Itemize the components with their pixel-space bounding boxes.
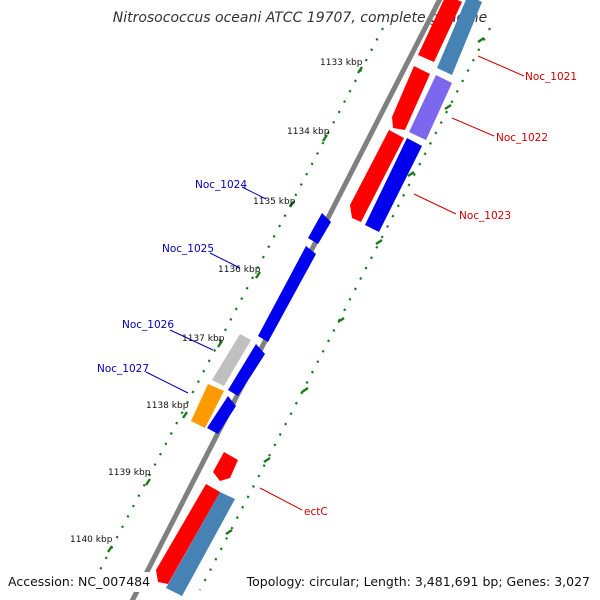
cds-blue-noc1025: [258, 246, 316, 342]
gene-label-noc1027: Noc_1027: [97, 363, 149, 375]
cds-orange-noc1027: [191, 384, 224, 428]
outer-tick-1135: [289, 200, 295, 208]
cds-gray-noc1026: [212, 334, 251, 386]
cds-red-noc1022: [392, 66, 430, 130]
cds-blue-noc1024: [308, 213, 331, 244]
callout-noc1026: [169, 329, 214, 351]
tick-label-1138: 1138 kbp: [146, 401, 189, 411]
cds-steelblue-bottom: [166, 492, 235, 596]
callout-noc1027: [145, 371, 189, 394]
callout-ectc: [259, 487, 303, 511]
cds-blue-noc1023: [365, 138, 422, 232]
gene-label-noc1022: Noc_1022: [496, 132, 548, 144]
cds-purple-noc1022: [409, 75, 452, 140]
callout-noc1025: [209, 252, 241, 269]
callout-lines: [145, 55, 525, 511]
tick-label-1134: 1134 kbp: [287, 127, 330, 137]
outer-tick-1139: [145, 478, 151, 486]
outer-major-ticks: [107, 66, 363, 553]
cds-blue-noc1026: [228, 344, 265, 396]
gene-label-noc1023: Noc_1023: [459, 210, 511, 222]
inner-tick-2: [444, 104, 452, 110]
callout-noc1022: [451, 117, 495, 137]
cds-red-noc1023: [350, 130, 404, 222]
tick-label-1136: 1136 kbp: [218, 265, 261, 275]
tick-label-1137: 1137 kbp: [182, 334, 225, 344]
outer-tick-1133: [357, 66, 363, 74]
inner-lane-features: [166, 0, 482, 596]
tick-dot-tracks: [99, 27, 491, 591]
gene-label-noc1025: Noc_1025: [162, 243, 214, 255]
gene-label-ectc: ectC: [304, 506, 328, 518]
callout-noc1021: [477, 55, 525, 77]
outer-tick-1136: [255, 271, 261, 279]
callout-noc1023: [413, 193, 457, 215]
map-title: Nitrosococcus oceani ATCC 19707, complet…: [113, 10, 488, 26]
tick-label-1135: 1135 kbp: [253, 197, 296, 207]
gene-label-noc1026: Noc_1026: [122, 319, 174, 331]
right-red-features: [156, 0, 462, 584]
outer-tick-1137: [217, 340, 223, 348]
inner-major-ticks: [225, 37, 485, 535]
tick-label-1140: 1140 kbp: [70, 535, 113, 545]
tick-labels: 1133 kbp 1134 kbp 1135 kbp 1136 kbp 1137…: [70, 58, 363, 545]
inner-tick-6: [301, 387, 309, 393]
outer-tick-1138: [182, 411, 188, 419]
gene-label-noc1024: Noc_1024: [195, 179, 247, 191]
inner-dotted-track: [199, 27, 491, 591]
tick-label-1133: 1133 kbp: [320, 58, 363, 68]
cds-red-ectc: [213, 452, 238, 481]
callout-noc1024: [241, 186, 267, 200]
outer-tick-1140: [107, 545, 113, 553]
outer-dotted-track: [99, 27, 384, 571]
cds-blue-noc1027: [207, 396, 236, 434]
cds-red-bottom-left: [156, 484, 220, 584]
left-strand-features: [191, 213, 331, 481]
inner-tick-4: [375, 239, 383, 245]
footer-topology-bg: [256, 572, 596, 592]
cds-steelblue-top: [437, 0, 482, 75]
footer-accession: Accession: NC_007484: [8, 574, 150, 589]
inner-tick-5: [337, 317, 345, 323]
footer-topology: Topology: circular; Length: 3,481,691 bp…: [246, 574, 590, 589]
footer-accession-bg: [4, 572, 150, 592]
tick-label-1139: 1139 kbp: [108, 468, 151, 478]
inner-tick-8: [225, 529, 233, 535]
gene-labels: Noc_1021 Noc_1022 Noc_1023 ectC Noc_1024…: [97, 71, 577, 518]
cds-red-noc1021: [418, 0, 462, 62]
inner-tick-7: [263, 457, 271, 463]
inner-tick-1: [477, 37, 485, 43]
outer-tick-1134: [322, 134, 328, 142]
inner-tick-3: [407, 171, 415, 177]
gene-label-noc1021: Noc_1021: [525, 71, 577, 83]
